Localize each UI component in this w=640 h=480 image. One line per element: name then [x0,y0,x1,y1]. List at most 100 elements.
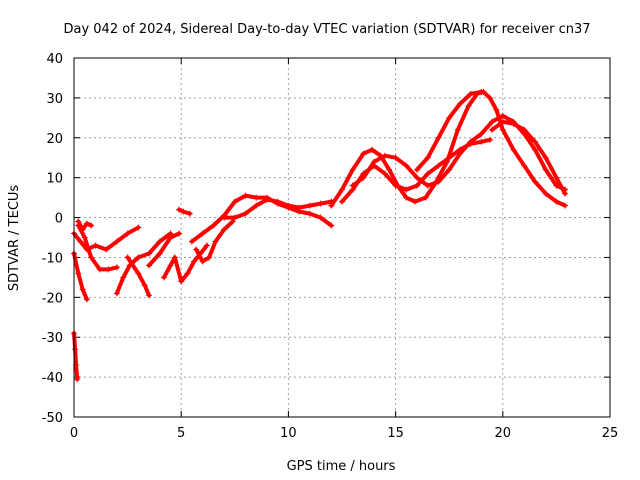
data-point-marker [360,150,367,157]
data-point-marker [242,210,249,217]
data-point-marker [542,154,549,161]
data-point-marker [531,146,538,153]
data-point-marker [381,170,388,177]
data-point-marker [392,154,399,161]
data-point-marker [199,258,206,265]
data-point-marker [167,262,174,269]
data-point-marker [176,206,183,213]
data-point-marker [542,166,549,173]
y-tick-label: 30 [46,92,63,107]
data-point-marker [105,266,112,273]
data-point-marker [411,198,418,205]
data-point-marker [141,282,148,289]
data-point-marker [465,102,472,109]
data-point-marker [422,194,429,201]
data-point-marker [328,202,335,209]
data-point-marker [553,198,560,205]
data-point-marker [561,190,568,197]
data-point-marker [306,210,313,217]
y-tick-label: -30 [42,331,63,346]
axis-ticks: 0 5 10 15 20 25 -50 -40 -30 -20 -10 0 10 20 30 40 [42,52,619,441]
data-point-marker [561,202,568,209]
data-point-marker [124,254,131,261]
data-point-marker [188,238,195,245]
data-point-marker [263,196,270,203]
series-track-k [194,219,235,264]
series-track-d [72,331,80,382]
data-point-marker [221,214,228,221]
data-point-marker [424,154,431,161]
x-axis-label: GPS time / hours [287,459,396,474]
data-point-marker [328,222,335,229]
data-point-marker [274,198,281,205]
series-track-n [329,89,567,208]
data-point-marker [553,174,560,181]
data-point-marker [349,166,356,173]
x-tick-label: 20 [495,426,512,441]
series-track-g [125,255,151,298]
data-point-marker [203,242,210,249]
data-point-marker [113,290,120,297]
data-point-marker [489,126,496,133]
data-point-marker [113,264,120,271]
x-tick-label: 25 [602,426,619,441]
data-point-marker [206,254,213,261]
x-tick-label: 0 [70,426,78,441]
data-point-marker [79,286,86,293]
data-point-marker [349,182,356,189]
x-tick-label: 5 [177,426,185,441]
y-tick-label: -40 [42,371,63,386]
data-point-marker [381,152,388,159]
data-point-marker [156,238,163,245]
data-point-marker [499,126,506,133]
data-point-marker [161,274,168,281]
data-point-marker [103,246,110,253]
x-tick-label: 10 [280,426,297,441]
data-point-marker [424,182,431,189]
data-point-marker [478,88,485,95]
data-point-marker [339,198,345,205]
data-point-marker [510,146,517,153]
data-point-marker [392,182,399,189]
data-point-marker [176,230,183,237]
chart-title: Day 042 of 2024, Sidereal Day-to-day VTE… [63,22,590,37]
data-point-marker [146,250,153,257]
data-point-marker [403,162,410,169]
data-point-marker [489,118,496,125]
y-tick-label: -20 [42,291,63,306]
data-point-marker [454,126,461,133]
series-track-a [72,225,141,252]
data-point-marker [167,234,174,241]
data-point-marker [88,254,95,261]
data-point-marker [317,214,324,221]
data-point-marker [435,134,442,141]
data-point-marker [486,136,493,143]
data-point-marker [135,224,142,231]
series-track-e [76,219,94,232]
data-point-marker [92,242,99,249]
grid-lines [74,58,610,417]
data-point-marker [369,146,376,153]
data-point-marker [253,202,260,209]
data-point-marker [221,226,228,233]
data-point-marker [72,346,79,353]
data-point-marker [467,138,474,145]
data-point-marker [75,270,82,277]
y-axis-label: SDTVAR / TECUs [7,185,22,292]
data-point-marker [186,210,193,217]
data-point-marker [146,292,153,299]
data-point-marker [77,238,84,245]
data-point-marker [499,118,506,125]
data-point-marker [81,234,88,241]
y-tick-label: 10 [46,172,63,187]
data-point-marker [510,120,517,127]
data-point-marker [178,278,185,285]
data-point-marker [386,166,393,173]
data-point-marker [156,250,163,257]
data-point-marker [88,222,95,229]
y-tick-label: -50 [42,411,63,426]
data-point-marker [339,186,345,193]
data-point-marker [191,258,198,265]
data-point-marker [180,208,187,215]
